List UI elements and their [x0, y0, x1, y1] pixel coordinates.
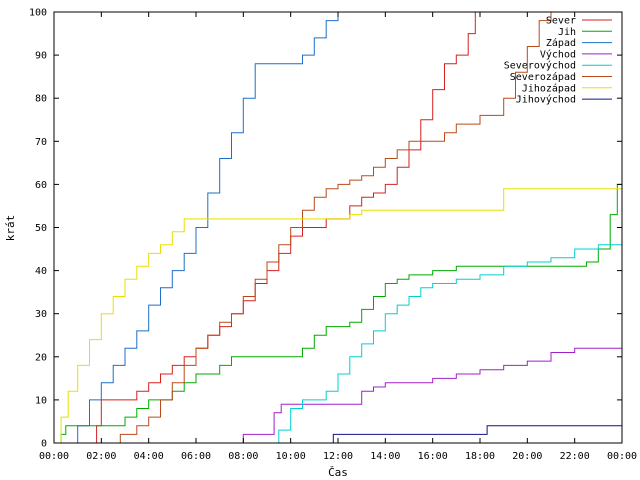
x-axis-label: Čas: [328, 466, 348, 479]
x-tick-label: 06:00: [181, 451, 211, 462]
series-line-6: [54, 188, 622, 443]
x-tick-label: 04:00: [134, 451, 164, 462]
x-tick-label: 02:00: [86, 451, 116, 462]
series-line-1: [54, 175, 622, 443]
x-tick-label: 22:00: [560, 451, 590, 462]
legend: SeverJihZápadVýchodSeverovýchodSeverozáp…: [504, 16, 612, 106]
legend-label: Východ: [540, 48, 576, 60]
x-tick-label: 08:00: [228, 451, 258, 462]
y-axis-label: krát: [4, 215, 17, 242]
y-tick-label: 40: [35, 266, 47, 277]
legend-label: Západ: [546, 37, 576, 49]
series-line-4: [271, 244, 622, 443]
legend-label: Severovýchod: [504, 60, 576, 72]
y-tick-label: 90: [35, 51, 47, 62]
x-tick-label: 20:00: [512, 451, 542, 462]
legend-label: Jihozápad: [522, 82, 576, 94]
y-tick-label: 60: [35, 180, 47, 191]
legend-label: Jih: [558, 27, 576, 38]
x-tick-label: 18:00: [465, 451, 495, 462]
y-tick-label: 20: [35, 352, 47, 363]
y-tick-label: 10: [35, 395, 47, 406]
x-tick-label: 12:00: [323, 451, 353, 462]
x-tick-label: 16:00: [418, 451, 448, 462]
series-line-3: [238, 347, 622, 443]
x-tick-label: 10:00: [276, 451, 306, 462]
series-line-5: [113, 12, 552, 443]
x-tick-label: 14:00: [370, 451, 400, 462]
ticks-layer: 00:00 02:00 04:00 06:00 08:00 10:00 12:00 14:00…: [29, 8, 637, 463]
y-tick-label: 80: [35, 94, 47, 105]
y-tick-label: 30: [35, 309, 47, 320]
series-line-2: [72, 12, 339, 443]
x-tick-label: 00:00: [39, 451, 69, 462]
y-tick-label: 100: [29, 8, 47, 19]
legend-label: Severozápad: [510, 71, 576, 83]
y-tick-label: 0: [41, 439, 47, 450]
y-tick-label: 50: [35, 223, 47, 234]
legend-label: Sever: [546, 16, 576, 27]
y-tick-label: 70: [35, 137, 47, 148]
series-layer: [54, 12, 622, 443]
series-line-7: [326, 425, 622, 443]
legend-label: Jihovýchod: [516, 94, 576, 106]
x-tick-label: 00:00: [607, 451, 637, 462]
